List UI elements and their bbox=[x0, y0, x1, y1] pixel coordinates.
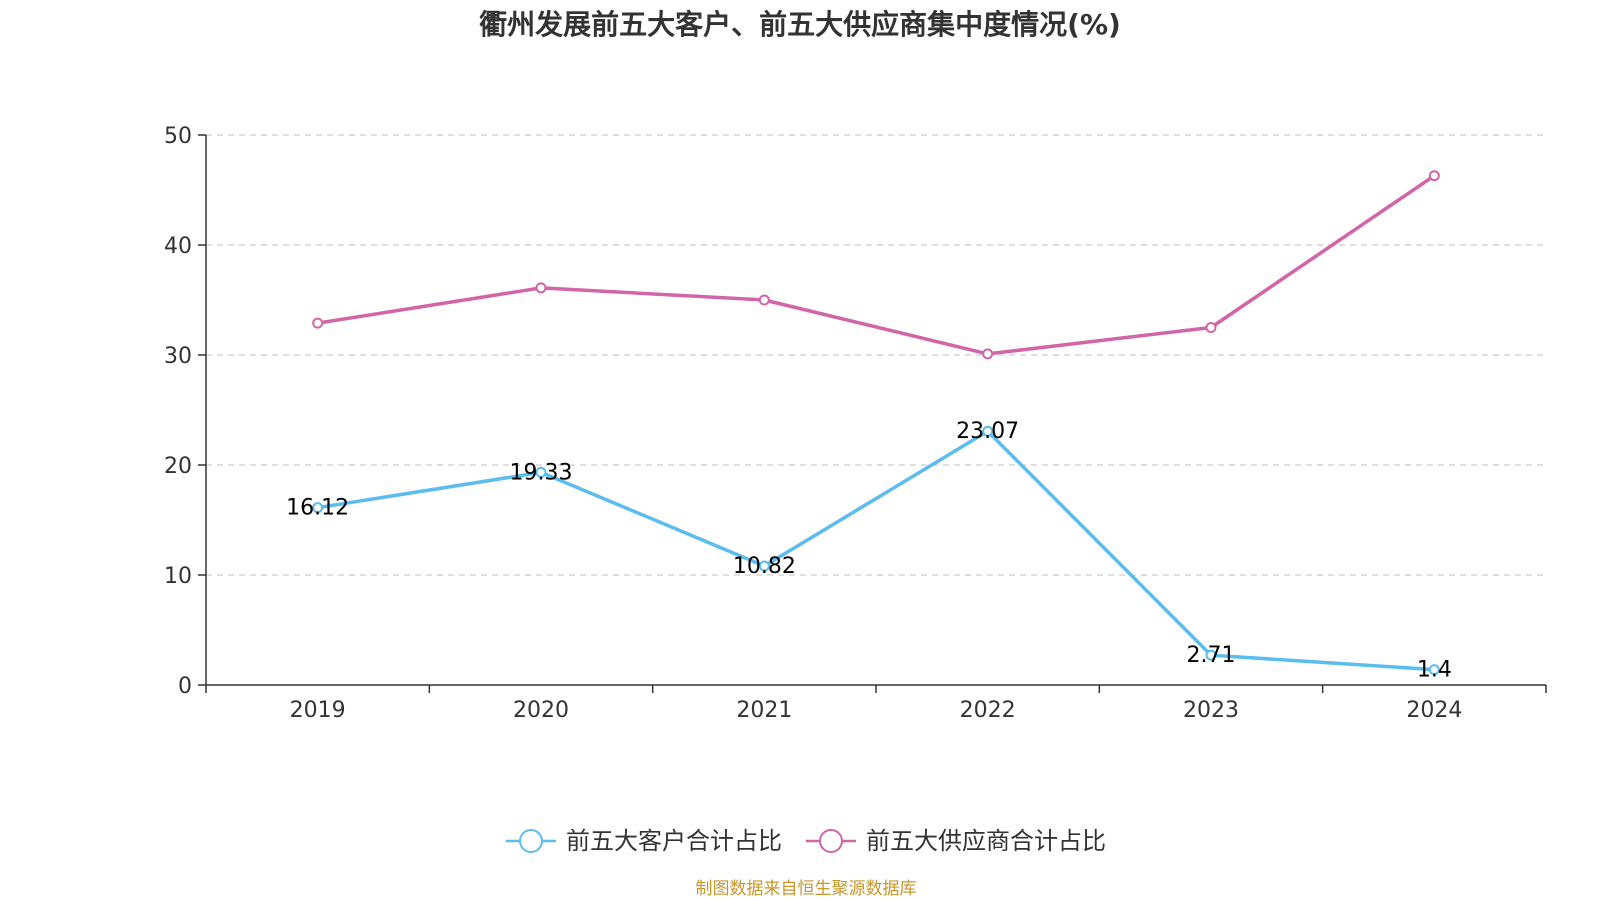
y-tick-label: 20 bbox=[164, 454, 192, 479]
data-point bbox=[535, 282, 547, 294]
chart-title: 衢州发展前五大客户、前五大供应商集中度情况(%) bbox=[479, 8, 1121, 41]
x-tick-label: 2020 bbox=[513, 698, 569, 723]
data-point bbox=[1205, 649, 1217, 661]
data-point bbox=[758, 560, 770, 572]
y-tick-label: 30 bbox=[164, 344, 192, 369]
x-tick-label: 2023 bbox=[1183, 698, 1239, 723]
x-axis-ticks: 2019 2020 2021 2022 2023 2024 bbox=[205, 685, 1547, 723]
series-layer bbox=[312, 170, 1440, 676]
data-label: 10.82 bbox=[733, 554, 796, 579]
axes bbox=[205, 135, 1546, 686]
y-tick-label: 0 bbox=[178, 674, 192, 699]
grid-lines bbox=[206, 134, 1546, 576]
data-point bbox=[758, 294, 770, 306]
data-label: 19.33 bbox=[510, 460, 573, 485]
legend: 前五大客户合计占比 前五大供应商合计占比 bbox=[506, 827, 1106, 855]
legend-label-suppliers: 前五大供应商合计占比 bbox=[866, 827, 1106, 855]
x-tick-label: 2022 bbox=[960, 698, 1016, 723]
x-tick-label: 2019 bbox=[290, 698, 346, 723]
series-line-0 bbox=[317, 429, 1435, 672]
legend-item-customers[interactable]: 前五大客户合计占比 bbox=[506, 827, 782, 855]
data-point bbox=[1428, 170, 1440, 182]
series-line-1 bbox=[317, 174, 1436, 356]
legend-item-suppliers[interactable]: 前五大供应商合计占比 bbox=[806, 827, 1106, 855]
data-label: 16.12 bbox=[286, 496, 349, 521]
data-labels: 16.12 19.33 10.82 23.07 2.71 1.4 bbox=[286, 419, 1452, 682]
legend-swatch-marker bbox=[519, 829, 543, 853]
y-tick-label: 10 bbox=[164, 564, 192, 589]
y-axis-ticks: 0 10 20 30 40 50 bbox=[164, 124, 206, 699]
data-point bbox=[1205, 322, 1217, 333]
data-point bbox=[1428, 664, 1440, 676]
y-tick-label: 50 bbox=[164, 124, 192, 149]
x-tick-label: 2024 bbox=[1406, 698, 1462, 723]
data-label: 1.4 bbox=[1417, 658, 1452, 683]
data-point bbox=[312, 502, 324, 514]
legend-swatch-marker bbox=[819, 829, 843, 853]
data-label: 23.07 bbox=[956, 419, 1019, 444]
data-point bbox=[982, 348, 994, 360]
data-point bbox=[535, 466, 547, 478]
x-tick-label: 2021 bbox=[736, 698, 792, 723]
legend-label-customers: 前五大客户合计占比 bbox=[566, 827, 782, 855]
source-note: 制图数据来自恒生聚源数据库 bbox=[696, 879, 917, 899]
data-point bbox=[982, 425, 994, 437]
data-label: 2.71 bbox=[1187, 643, 1236, 668]
y-tick-label: 40 bbox=[164, 234, 192, 259]
data-point bbox=[312, 317, 324, 329]
